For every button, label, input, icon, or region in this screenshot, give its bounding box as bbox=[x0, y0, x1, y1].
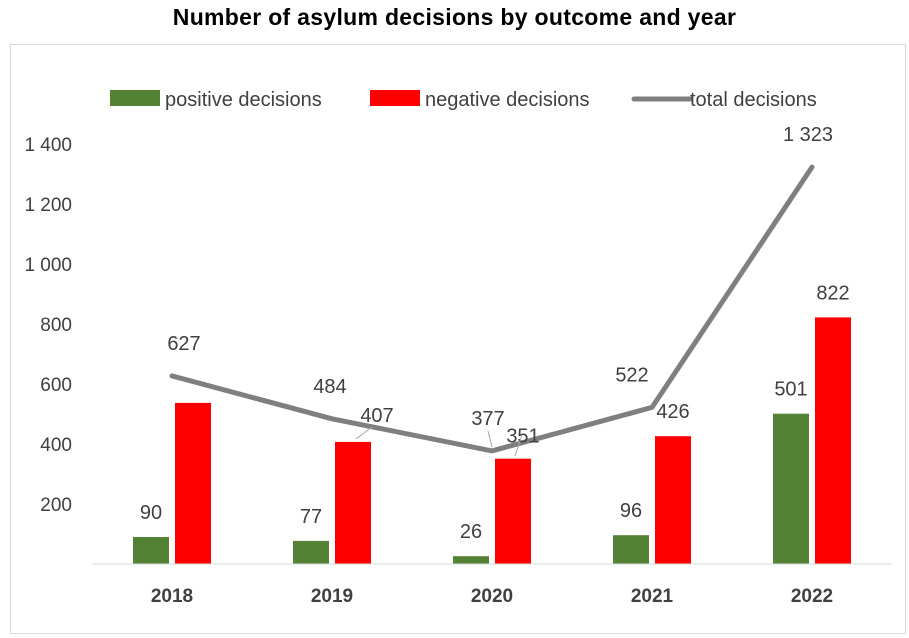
legend-label-negative: negative decisions bbox=[425, 89, 590, 111]
x-tick-label: 2019 bbox=[311, 586, 353, 607]
data-label-total: 522 bbox=[615, 364, 648, 386]
x-tick-label: 2021 bbox=[631, 586, 674, 607]
data-label-negative: 351 bbox=[506, 426, 539, 448]
data-label-negative: 426 bbox=[656, 401, 689, 423]
data-label-positive: 90 bbox=[140, 502, 162, 524]
bar-negative bbox=[495, 458, 531, 564]
y-tick-label: 200 bbox=[40, 495, 72, 516]
legend-label-total: total decisions bbox=[690, 89, 817, 111]
bar-positive bbox=[613, 535, 649, 564]
bar-negative bbox=[175, 402, 211, 564]
line-total bbox=[169, 164, 815, 454]
legend-label-positive: positive decisions bbox=[165, 89, 322, 111]
data-label-total: 627 bbox=[167, 333, 200, 355]
chart-title: Number of asylum decisions by outcome an… bbox=[172, 4, 737, 30]
y-tick-label: 1 400 bbox=[24, 135, 72, 156]
y-tick-label: 600 bbox=[40, 375, 72, 396]
bar-positive bbox=[293, 540, 329, 564]
bar-negative bbox=[335, 441, 371, 564]
plot-area bbox=[10, 44, 906, 634]
data-label-positive: 501 bbox=[774, 379, 807, 401]
data-label-total: 484 bbox=[313, 376, 346, 398]
x-tick-label: 2020 bbox=[471, 586, 513, 607]
data-label-total: 377 bbox=[471, 408, 504, 430]
legend-swatch-negative bbox=[370, 90, 420, 106]
leader-line bbox=[487, 430, 493, 448]
legend: positive decisions negative decisions tota… bbox=[110, 89, 817, 111]
bar-positive bbox=[133, 537, 169, 564]
data-label-total: 1 323 bbox=[783, 124, 833, 146]
y-tick-label: 1 200 bbox=[24, 195, 72, 216]
leader-line bbox=[355, 426, 373, 440]
leader-line bbox=[514, 434, 523, 457]
y-tick-label: 400 bbox=[40, 435, 72, 456]
x-axis: 2018 2019 2020 2021 2022 bbox=[92, 563, 892, 607]
data-label-positive: 77 bbox=[300, 506, 322, 528]
data-label-positive: 96 bbox=[620, 500, 642, 522]
bar-positive bbox=[773, 413, 809, 564]
total-line bbox=[169, 164, 815, 454]
y-tick-label: 1 000 bbox=[24, 255, 72, 276]
bar-negative bbox=[815, 317, 851, 564]
y-tick-label: 800 bbox=[40, 315, 72, 336]
bar-negative bbox=[655, 436, 691, 564]
data-label-positive: 26 bbox=[460, 521, 482, 543]
x-tick-label: 2022 bbox=[791, 586, 833, 607]
bars bbox=[133, 317, 851, 564]
legend-swatch-positive bbox=[110, 90, 160, 106]
y-axis: 200 400 600 800 1 000 1 200 1 400 bbox=[24, 135, 72, 516]
data-label-negative: 407 bbox=[360, 405, 393, 427]
data-labels: 90 77 26 96 501 407 351 426 822 627 484 377 522 1 323 bbox=[140, 124, 850, 543]
data-label-negative: 822 bbox=[816, 282, 849, 304]
bar-positive bbox=[453, 556, 489, 564]
x-tick-label: 2018 bbox=[151, 586, 193, 607]
